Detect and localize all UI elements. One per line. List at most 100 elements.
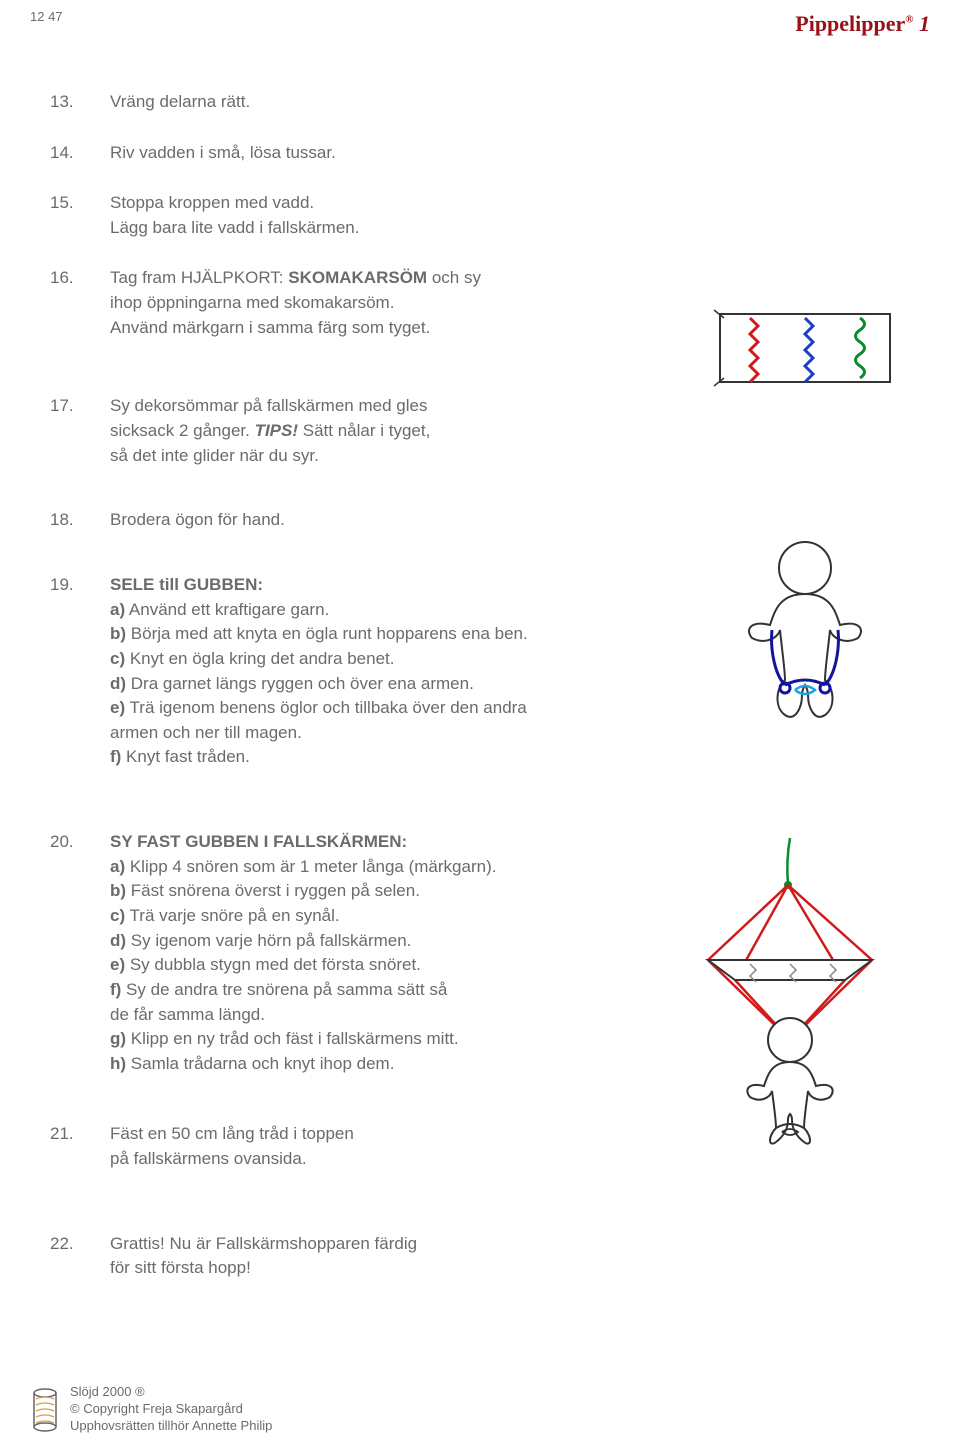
sub-g: g) Klipp en ny tråd och fäst i fallskärm… — [110, 1027, 496, 1052]
step-text: SY FAST GUBBEN I FALLSKÄRMEN: a) Klipp 4… — [110, 830, 496, 1076]
line: Tag fram HJÄLPKORT: SKOMAKARSÖM och sy — [110, 266, 481, 291]
text: Använd ett kraftigare garn. — [125, 600, 329, 619]
line: ihop öppningarna med skomakarsöm. — [110, 291, 481, 316]
line: Stoppa kroppen med vadd. — [110, 191, 359, 216]
step-17: 17. Sy dekorsömmar på fallskärmen med gl… — [50, 394, 930, 468]
step-number: 17. — [50, 394, 110, 468]
footer-line-2: © Copyright Freja Skapargård — [70, 1401, 272, 1418]
step-number: 13. — [50, 90, 110, 115]
text: Trä igenom benens öglor och tillbaka öve… — [125, 698, 527, 717]
step-number: 14. — [50, 141, 110, 166]
step-number: 22. — [50, 1232, 110, 1281]
brand-reg: ® — [905, 14, 913, 26]
sub-b: b) Börja med att knyta en ögla runt hopp… — [110, 622, 528, 647]
letter: c) — [110, 906, 125, 925]
sub-f2: de får samma längd. — [110, 1003, 496, 1028]
brand-logo: Pippelipper® 1 — [795, 8, 930, 40]
step-15: 15. Stoppa kroppen med vadd. Lägg bara l… — [50, 191, 930, 240]
text: Knyt en ögla kring det andra benet. — [125, 649, 394, 668]
sub-d: d) Dra garnet längs ryggen och över ena … — [110, 672, 528, 697]
text: Sy de andra tre snörena på samma sätt så — [121, 980, 447, 999]
brand-suffix: 1 — [919, 11, 930, 36]
text: Samla trådarna och knyt ihop dem. — [126, 1054, 394, 1073]
tips-label: TIPS! — [255, 421, 298, 440]
page-header: 12 47 Pippelipper® 1 — [0, 0, 960, 40]
step-22: 22. Grattis! Nu är Fallskärmshopparen fä… — [50, 1232, 930, 1281]
step-title: SY FAST GUBBEN I FALLSKÄRMEN: — [110, 830, 496, 855]
letter: g) — [110, 1029, 126, 1048]
content: 13. Vräng delarna rätt. 14. Riv vadden i… — [0, 40, 960, 1281]
step-text: Sy dekorsömmar på fallskärmen med gles s… — [110, 394, 430, 468]
step-text: Tag fram HJÄLPKORT: SKOMAKARSÖM och sy i… — [110, 266, 481, 340]
sub-c: c) Knyt en ögla kring det andra benet. — [110, 647, 528, 672]
text: Fäst snörena överst i ryggen på selen. — [126, 881, 420, 900]
line: Grattis! Nu är Fallskärmshopparen färdig — [110, 1232, 417, 1257]
step-text: Stoppa kroppen med vadd. Lägg bara lite … — [110, 191, 359, 240]
letter: b) — [110, 624, 126, 643]
text: Sätt nålar i tyget, — [298, 421, 430, 440]
line: Använd märkgarn i samma färg som tyget. — [110, 316, 481, 341]
line: för sitt första hopp! — [110, 1256, 417, 1281]
sub-b: b) Fäst snörena överst i ryggen på selen… — [110, 879, 496, 904]
step-text: Vräng delarna rätt. — [110, 90, 250, 115]
sub-d: d) Sy igenom varje hörn på fallskärmen. — [110, 929, 496, 954]
letter: a) — [110, 600, 125, 619]
step-text: Grattis! Nu är Fallskärmshopparen färdig… — [110, 1232, 417, 1281]
footer-line-1: Slöjd 2000 ® — [70, 1384, 272, 1401]
parachute-illustration — [680, 830, 900, 1150]
step-title: SELE till GUBBEN: — [110, 573, 528, 598]
step-number: 18. — [50, 508, 110, 533]
letter: d) — [110, 674, 126, 693]
line: Fäst en 50 cm lång tråd i toppen — [110, 1122, 354, 1147]
letter: f) — [110, 980, 121, 999]
line: sicksack 2 gånger. TIPS! Sätt nålar i ty… — [110, 419, 430, 444]
text: Sy igenom varje hörn på fallskärmen. — [126, 931, 411, 950]
text: Klipp 4 snören som är 1 meter långa (mär… — [125, 857, 496, 876]
step-text: Riv vadden i små, lösa tussar. — [110, 141, 336, 166]
step-number: 21. — [50, 1122, 110, 1171]
sub-e: e) Sy dubbla stygn med det första snöret… — [110, 953, 496, 978]
letter: e) — [110, 955, 125, 974]
text: Dra garnet längs ryggen och över ena arm… — [126, 674, 474, 693]
sub-e: e) Trä igenom benens öglor och tillbaka … — [110, 696, 528, 721]
footer: Slöjd 2000 ® © Copyright Freja Skapargår… — [30, 1384, 272, 1435]
sub-f: f) Sy de andra tre snörena på samma sätt… — [110, 978, 496, 1003]
letter: c) — [110, 649, 125, 668]
step-text: Brodera ögon för hand. — [110, 508, 285, 533]
sub-f: f) Knyt fast tråden. — [110, 745, 528, 770]
footer-text: Slöjd 2000 ® © Copyright Freja Skapargår… — [70, 1384, 272, 1435]
text: och sy — [427, 268, 481, 287]
step-number: 20. — [50, 830, 110, 1076]
line: så det inte glider när du syr. — [110, 444, 430, 469]
sub-e2: armen och ner till magen. — [110, 721, 528, 746]
brand-main: Pippelipper — [795, 11, 905, 36]
text: Klipp en ny tråd och fäst i fallskärmens… — [126, 1029, 459, 1048]
text: Börja med att knyta en ögla runt hoppare… — [126, 624, 528, 643]
sub-a: a) Använd ett kraftigare garn. — [110, 598, 528, 623]
text: Tag fram HJÄLPKORT: — [110, 268, 288, 287]
page-number: 12 47 — [30, 8, 63, 40]
figure-harness-illustration — [730, 530, 880, 730]
letter: e) — [110, 698, 125, 717]
stitches-illustration — [710, 300, 900, 400]
letter: d) — [110, 931, 126, 950]
step-14: 14. Riv vadden i små, lösa tussar. — [50, 141, 930, 166]
footer-line-3: Upphovsrätten tillhör Annette Philip — [70, 1418, 272, 1435]
step-text: SELE till GUBBEN: a) Använd ett kraftiga… — [110, 573, 528, 770]
line: på fallskärmens ovansida. — [110, 1147, 354, 1172]
sub-a: a) Klipp 4 snören som är 1 meter långa (… — [110, 855, 496, 880]
letter: h) — [110, 1054, 126, 1073]
letter: b) — [110, 881, 126, 900]
bold-text: SKOMAKARSÖM — [288, 268, 427, 287]
step-number: 15. — [50, 191, 110, 240]
text: Knyt fast tråden. — [121, 747, 250, 766]
text: Trä varje snöre på en synål. — [125, 906, 340, 925]
letter: a) — [110, 857, 125, 876]
step-13: 13. Vräng delarna rätt. — [50, 90, 930, 115]
text: Sy dubbla stygn med det första snöret. — [125, 955, 421, 974]
line: Lägg bara lite vadd i fallskärmen. — [110, 216, 359, 241]
step-number: 19. — [50, 573, 110, 770]
text: sicksack 2 gånger. — [110, 421, 255, 440]
step-number: 16. — [50, 266, 110, 340]
line: Sy dekorsömmar på fallskärmen med gles — [110, 394, 430, 419]
